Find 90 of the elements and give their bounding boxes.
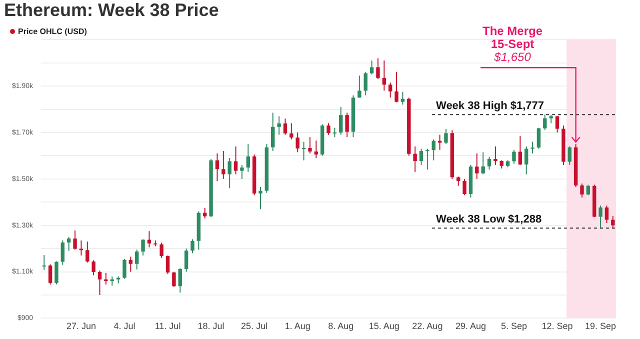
candlestick (358, 75, 362, 98)
candlestick (246, 144, 250, 172)
candlestick (308, 136, 312, 154)
candlestick (536, 127, 541, 150)
candlestick (240, 164, 244, 180)
candlestick (382, 60, 386, 92)
candlestick (611, 216, 615, 229)
candlestick (73, 230, 77, 250)
x-tick-label: 27. Jun (66, 321, 96, 332)
candlestick (376, 58, 380, 80)
candlestick (475, 152, 479, 180)
candlestick (258, 186, 262, 210)
candlestick (598, 205, 602, 228)
candlestick (60, 240, 65, 266)
x-tick-label: 1. Aug (284, 321, 310, 332)
candlestick (518, 135, 522, 166)
x-tick-label: 12. Sep (542, 321, 573, 332)
candlestick (481, 152, 485, 175)
candlestick (203, 207, 207, 219)
candlestick (302, 141, 306, 161)
candlestick (364, 72, 368, 96)
candlestick (568, 146, 572, 166)
candlestick (432, 138, 436, 161)
candlestick (271, 112, 275, 152)
candlestick (184, 248, 188, 272)
candlestick (370, 60, 374, 75)
ref-line-label: Week 38 High $1,777 (436, 100, 544, 112)
candlestick (290, 122, 294, 140)
candlestick (141, 238, 145, 256)
candlestick (345, 112, 349, 138)
candlestick (555, 116, 560, 133)
x-tick-label: 11. Jul (154, 321, 181, 332)
candlestick (178, 268, 182, 294)
x-tick-label: 18. Jul (198, 321, 224, 332)
candlestick (234, 146, 238, 175)
candlestick (190, 238, 194, 254)
candlestick (543, 114, 547, 131)
candlestick (98, 270, 102, 296)
candlestick (394, 72, 398, 103)
candlestick (54, 260, 58, 285)
candlestick (283, 118, 288, 136)
candlestick (413, 146, 417, 172)
candlestick (104, 272, 108, 286)
candlestick (48, 264, 52, 286)
candlestick (419, 148, 424, 166)
x-tick-label: 8. Aug (328, 321, 354, 332)
annotation: The Merge 15-Sept $1,650 (482, 24, 543, 64)
candlestick (487, 156, 492, 170)
candlestick (388, 82, 392, 98)
candlestick (494, 146, 498, 166)
candlestick (134, 249, 139, 270)
candlestick (426, 148, 430, 170)
candlestick (580, 183, 584, 198)
ref-line-label: Week 38 Low $1,288 (436, 214, 542, 226)
candlestick (172, 271, 176, 288)
x-tick-label: 5. Sep (500, 321, 528, 332)
candlestick (166, 255, 170, 275)
candlestick (314, 140, 318, 159)
candlestick (530, 141, 534, 154)
x-tick-label: 22. Aug (412, 321, 443, 332)
legend-label: Price OHLC (USD) (18, 27, 87, 36)
x-tick-label: 4. Jul (114, 321, 136, 332)
candlestick (444, 128, 448, 145)
candlestick (160, 242, 164, 258)
candlestick (66, 236, 71, 252)
candlestick (512, 149, 516, 164)
candlestick (228, 158, 232, 189)
candlestick (147, 230, 152, 248)
candlestick (586, 184, 590, 196)
chart-title: Ethereum: Week 38 Price (4, 0, 219, 20)
candlestick (604, 205, 609, 224)
x-tick-label: 15. Aug (368, 321, 400, 332)
candlestick (128, 256, 133, 272)
candlestick (400, 91, 405, 106)
x-tick-label: 25. Jul (241, 321, 268, 332)
candlestick (92, 260, 96, 276)
x-tick-label: 19. Sep (585, 321, 616, 332)
candlestick (222, 150, 226, 180)
candlestick (339, 106, 343, 136)
candlestick (86, 241, 90, 263)
candlestick (122, 258, 126, 280)
candlestick (326, 122, 330, 136)
candlestick (296, 132, 300, 153)
x-tick-label: 29. Aug (455, 321, 486, 332)
candlestick (215, 152, 220, 182)
candlestick (332, 127, 337, 138)
candlestick (277, 116, 281, 136)
candlestick (524, 146, 528, 175)
candlestick (42, 254, 46, 270)
candlestick (462, 178, 466, 196)
